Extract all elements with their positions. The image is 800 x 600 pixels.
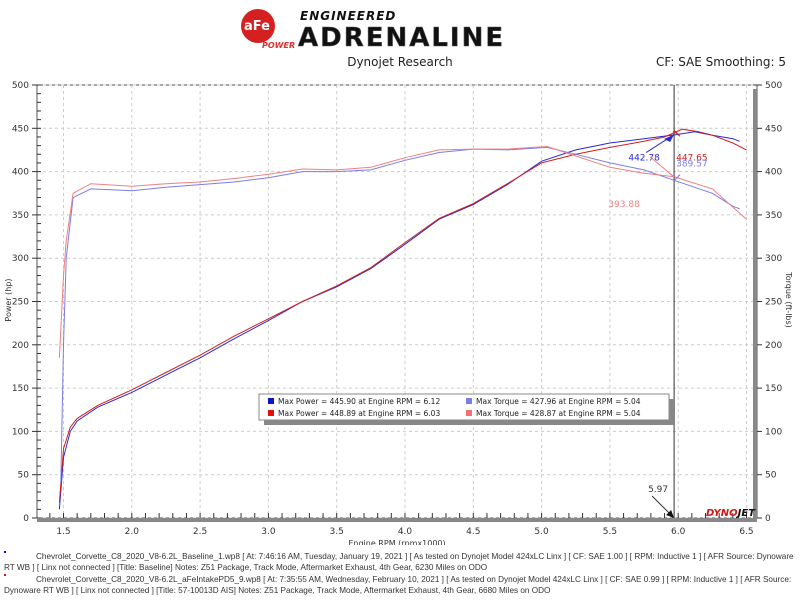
x-tick-label: 6.0 [671,527,686,537]
x-tick-label: 5.5 [603,527,617,537]
y-tick-label-left: 250 [12,298,29,308]
y-tick-label-right: 500 [765,81,782,91]
annotation-value: 447.65 [676,153,708,163]
y-tick-label-left: 500 [12,81,29,91]
legend-box [258,393,670,421]
dynojet-watermark-jet: JET [736,508,757,519]
y-tick-label-right: 150 [765,384,782,394]
run-info-baseline: Chevrolet_Corvette_C8_2020_V8-6.2L_Basel… [4,551,794,572]
legend-swatch [268,398,274,404]
y-tick-label-right: 200 [765,341,782,351]
legend-entry: Max Torque = 428.87 at Engine RPM = 5.04 [476,409,641,418]
y-tick-label-right: 0 [765,514,771,524]
svg-text:POWER: POWER [262,41,295,50]
x-axis-label: Engine RPM (rpmx1000) [348,539,445,545]
y-tick-label-right: 300 [765,254,782,264]
series-line-torque-baseline [60,146,740,484]
cursor-rpm-label: 5.97 [648,485,668,495]
chart-subtitle: Dynojet Research [347,55,453,69]
annotation-value: 393.88 [608,200,640,210]
y-axis-label-left: Power (hp) [4,278,13,321]
annotation-pointer [673,174,681,181]
legend-entry: Max Power = 448.89 at Engine RPM = 6.03 [278,409,440,418]
afe-logo-badge [241,9,275,43]
right-axis-bar [753,89,757,518]
run-color-marker [4,574,6,576]
legend-entry: Max Power = 445.90 at Engine RPM = 6.12 [278,397,440,406]
y-tick-label-left: 0 [23,514,29,524]
y-tick-label-left: 200 [12,341,29,351]
y-tick-label-left: 300 [12,254,29,264]
x-tick-label: 3.5 [330,527,344,537]
legend-swatch [466,398,472,404]
cursor-pointer-line [651,495,672,516]
annotation-value: 442.78 [628,154,660,164]
afe-adrenaline-logo: aFe POWER ENGINEERED ADRENALINE [241,9,505,50]
y-tick-label-left: 100 [12,427,29,437]
x-tick-label: 2.0 [125,527,140,537]
correction-factor-label: CF: SAE Smoothing: 5 [655,55,786,69]
cursor-arrow-icon [666,510,675,518]
series-line-power-afe [58,128,747,503]
y-tick-label-right: 250 [765,298,782,308]
annotation-arrow-icon [672,130,679,135]
afe-logo-text: aFe [244,19,270,34]
legend-swatch [268,410,274,416]
y-tick-label-left: 450 [12,124,29,134]
y-tick-label-right: 100 [765,427,782,437]
series-line-torque-afe [58,145,747,358]
y-tick-label-right: 50 [765,471,777,481]
y-tick-label-left: 50 [18,471,30,481]
y-axis-label-right: Torque (ft-lbs) [784,271,793,328]
y-tick-label-left: 350 [12,211,29,221]
svg-text:ADRENALINE: ADRENALINE [298,23,505,50]
annotation-arrow-icon [672,179,679,183]
y-tick-label-right: 450 [765,124,782,134]
x-tick-label: 5.0 [534,527,549,537]
dynojet-watermark: DYNOJET [706,508,756,519]
x-tick-label: 2.5 [193,527,207,537]
x-tick-label: 4.0 [398,527,413,537]
y-tick-label-right: 350 [765,211,782,221]
x-tick-label: 6.5 [739,527,753,537]
legend-entry: Max Torque = 427.96 at Engine RPM = 5.04 [476,397,641,406]
dynojet-watermark-dyno: DYNO [706,508,738,519]
run-color-marker [4,551,6,553]
y-tick-label-right: 400 [765,168,782,178]
run-info-afe: Chevrolet_Corvette_C8_2020_V8-6.2L_aFeIn… [4,574,792,595]
x-tick-label: 1.5 [56,527,70,537]
svg-text:ENGINEERED: ENGINEERED [300,9,396,23]
annotation-value: 389.57 [676,160,708,170]
annotation-arrow-icon [664,134,675,143]
annotation-arrow-icon [665,171,675,177]
dyno-chart: 1.5 2.0 2.5 3.0 3.5 4.0 4.5 5.0 5.5 6.0 6.5 0 0 50 50 1… [4,81,793,545]
x-tick-label: 3.0 [261,527,276,537]
y-tick-label-left: 150 [12,384,29,394]
legend-swatch [466,410,472,416]
annotation-pointer [649,156,675,178]
y-tick-label-left: 400 [12,168,29,178]
x-tick-label: 4.5 [466,527,480,537]
x-axis-bar [37,518,757,522]
